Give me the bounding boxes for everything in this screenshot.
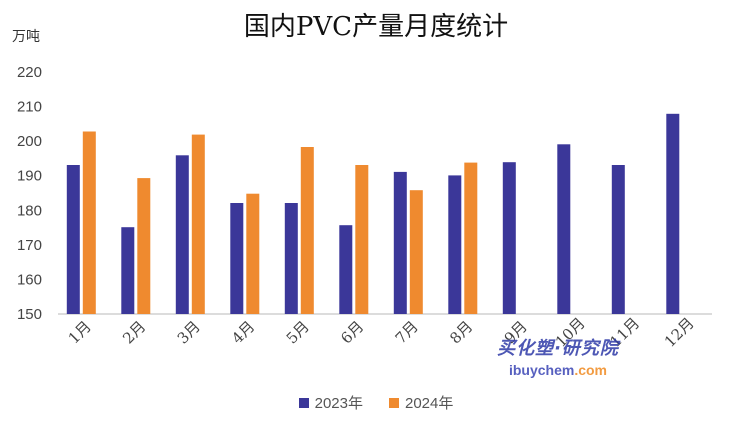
x-tick-label: 11月 bbox=[606, 314, 643, 351]
bar-2023-12 bbox=[666, 113, 680, 314]
y-tick-label: 160 bbox=[17, 271, 42, 288]
y-tick-label: 210 bbox=[17, 99, 42, 116]
bar-2024-6 bbox=[355, 165, 369, 314]
bar-2023-11 bbox=[611, 165, 625, 314]
bar-2024-5 bbox=[300, 147, 314, 314]
y-tick-label: 180 bbox=[17, 202, 42, 219]
bar-2023-5 bbox=[284, 203, 298, 314]
bar-2024-7 bbox=[409, 190, 423, 314]
x-tick-label: 6月 bbox=[337, 317, 367, 347]
legend: 2023年 2024年 bbox=[0, 392, 752, 413]
y-tick-label: 170 bbox=[17, 237, 42, 254]
legend-swatch-2024 bbox=[389, 397, 399, 408]
bar-2023-7 bbox=[393, 171, 407, 314]
bar-2023-2 bbox=[121, 227, 135, 314]
x-tick-label: 8月 bbox=[446, 317, 476, 347]
x-tick-label: 9月 bbox=[501, 317, 531, 347]
y-tick-label: 220 bbox=[17, 64, 42, 81]
y-tick-label: 150 bbox=[17, 306, 42, 323]
bar-2023-3 bbox=[175, 155, 189, 314]
bar-2023-8 bbox=[448, 175, 462, 314]
legend-item-2023: 2023年 bbox=[298, 392, 363, 413]
y-tick-label: 190 bbox=[17, 168, 42, 185]
bar-2023-6 bbox=[339, 225, 353, 314]
bar-2023-1 bbox=[66, 165, 80, 314]
bar-2024-2 bbox=[137, 178, 151, 314]
legend-item-2024: 2024年 bbox=[389, 392, 453, 413]
x-tick-label: 10月 bbox=[552, 314, 589, 351]
y-axis-unit-label: 万吨 bbox=[12, 29, 40, 45]
bar-2023-10 bbox=[557, 144, 571, 314]
legend-label-2023: 2023年 bbox=[314, 395, 363, 412]
x-tick-label: 2月 bbox=[119, 317, 149, 347]
x-tick-label: 5月 bbox=[283, 317, 313, 347]
x-tick-label: 7月 bbox=[392, 317, 422, 347]
bar-2024-4 bbox=[246, 193, 260, 314]
bar-2024-1 bbox=[82, 131, 96, 314]
bar-2023-4 bbox=[230, 203, 244, 314]
bar-2024-3 bbox=[191, 134, 205, 314]
bar-2024-8 bbox=[464, 162, 478, 314]
x-tick-label: 3月 bbox=[174, 317, 204, 347]
chart-title: 国内PVC产量月度统计 bbox=[243, 12, 509, 42]
x-tick-label: 4月 bbox=[228, 317, 258, 347]
x-tick-label: 12月 bbox=[661, 314, 698, 351]
bar-2023-9 bbox=[502, 162, 516, 314]
legend-label-2024: 2024年 bbox=[405, 395, 454, 412]
x-tick-label: 1月 bbox=[65, 317, 95, 347]
legend-swatch-2023 bbox=[298, 397, 309, 408]
y-tick-label: 200 bbox=[17, 133, 42, 150]
